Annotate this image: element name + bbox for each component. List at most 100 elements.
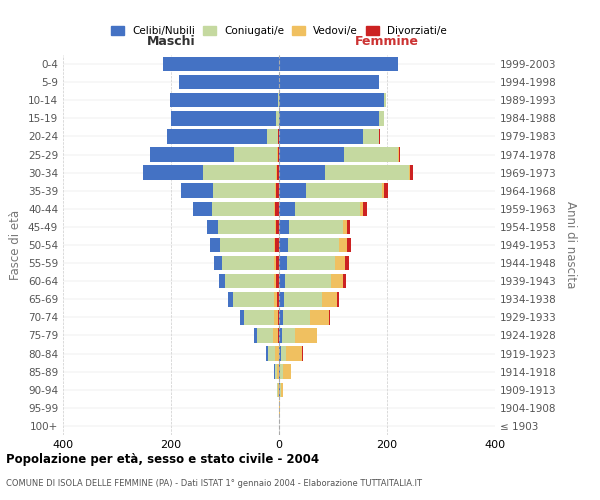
Bar: [279, 93, 385, 108]
Bar: [279, 274, 286, 288]
Bar: [279, 129, 363, 144]
Bar: [279, 292, 284, 306]
Bar: [275, 364, 277, 379]
Bar: [363, 202, 367, 216]
Bar: [329, 310, 331, 324]
Bar: [266, 346, 268, 361]
Bar: [267, 129, 278, 144]
Bar: [335, 256, 345, 270]
Bar: [171, 111, 277, 126]
Bar: [295, 202, 360, 216]
Bar: [275, 184, 277, 198]
Text: Popolazione per età, sesso e stato civile - 2004: Popolazione per età, sesso e stato civil…: [6, 452, 319, 466]
Bar: [278, 310, 279, 324]
Bar: [347, 220, 350, 234]
Bar: [239, 310, 244, 324]
Bar: [277, 111, 279, 126]
Bar: [212, 202, 274, 216]
Bar: [167, 129, 267, 144]
Bar: [151, 148, 234, 162]
Bar: [286, 346, 302, 361]
Bar: [280, 364, 283, 379]
Bar: [218, 274, 225, 288]
Bar: [279, 184, 306, 198]
Bar: [284, 292, 322, 306]
Bar: [279, 310, 283, 324]
Text: Maschi: Maschi: [146, 35, 196, 48]
Bar: [214, 256, 223, 270]
Bar: [274, 256, 276, 270]
Bar: [193, 202, 212, 216]
Bar: [286, 274, 331, 288]
Bar: [275, 220, 276, 234]
Bar: [282, 328, 295, 342]
Bar: [399, 148, 400, 162]
Bar: [275, 346, 279, 361]
Bar: [279, 364, 280, 379]
Bar: [274, 292, 277, 306]
Bar: [277, 364, 279, 379]
Bar: [257, 328, 273, 342]
Bar: [289, 220, 343, 234]
Bar: [279, 346, 281, 361]
Bar: [331, 274, 343, 288]
Bar: [322, 292, 337, 306]
Legend: Celibi/Nubili, Coniugati/e, Vedovi/e, Divorziati/e: Celibi/Nubili, Coniugati/e, Vedovi/e, Di…: [107, 22, 451, 40]
Y-axis label: Anni di nascita: Anni di nascita: [565, 202, 577, 288]
Bar: [275, 238, 279, 252]
Bar: [409, 166, 410, 180]
Bar: [379, 111, 385, 126]
Bar: [287, 238, 339, 252]
Bar: [277, 166, 279, 180]
Bar: [279, 57, 398, 72]
Bar: [279, 166, 325, 180]
Bar: [233, 292, 274, 306]
Bar: [218, 220, 275, 234]
Bar: [210, 238, 220, 252]
Text: Femmine: Femmine: [355, 35, 419, 48]
Bar: [281, 382, 283, 397]
Bar: [295, 328, 317, 342]
Bar: [220, 238, 274, 252]
Bar: [223, 256, 274, 270]
Bar: [344, 148, 398, 162]
Bar: [287, 256, 335, 270]
Bar: [306, 184, 382, 198]
Bar: [254, 328, 257, 342]
Bar: [274, 274, 277, 288]
Bar: [345, 256, 349, 270]
Bar: [278, 148, 279, 162]
Bar: [398, 148, 399, 162]
Bar: [325, 166, 409, 180]
Bar: [143, 166, 203, 180]
Bar: [274, 310, 278, 324]
Bar: [410, 166, 413, 180]
Bar: [274, 238, 275, 252]
Bar: [279, 238, 287, 252]
Bar: [244, 310, 274, 324]
Bar: [274, 202, 275, 216]
Bar: [273, 328, 278, 342]
Bar: [278, 93, 279, 108]
Bar: [283, 364, 291, 379]
Bar: [280, 382, 281, 397]
Bar: [163, 57, 279, 72]
Bar: [277, 184, 279, 198]
Bar: [385, 93, 386, 108]
Bar: [279, 220, 289, 234]
Bar: [274, 364, 275, 379]
Bar: [275, 202, 279, 216]
Bar: [276, 256, 279, 270]
Bar: [283, 310, 310, 324]
Bar: [277, 292, 279, 306]
Bar: [279, 148, 344, 162]
Bar: [384, 184, 388, 198]
Bar: [277, 382, 278, 397]
Bar: [279, 202, 295, 216]
Bar: [228, 292, 233, 306]
Bar: [277, 274, 279, 288]
Bar: [281, 346, 286, 361]
Bar: [225, 274, 274, 288]
Bar: [382, 184, 384, 198]
Y-axis label: Fasce di età: Fasce di età: [10, 210, 22, 280]
